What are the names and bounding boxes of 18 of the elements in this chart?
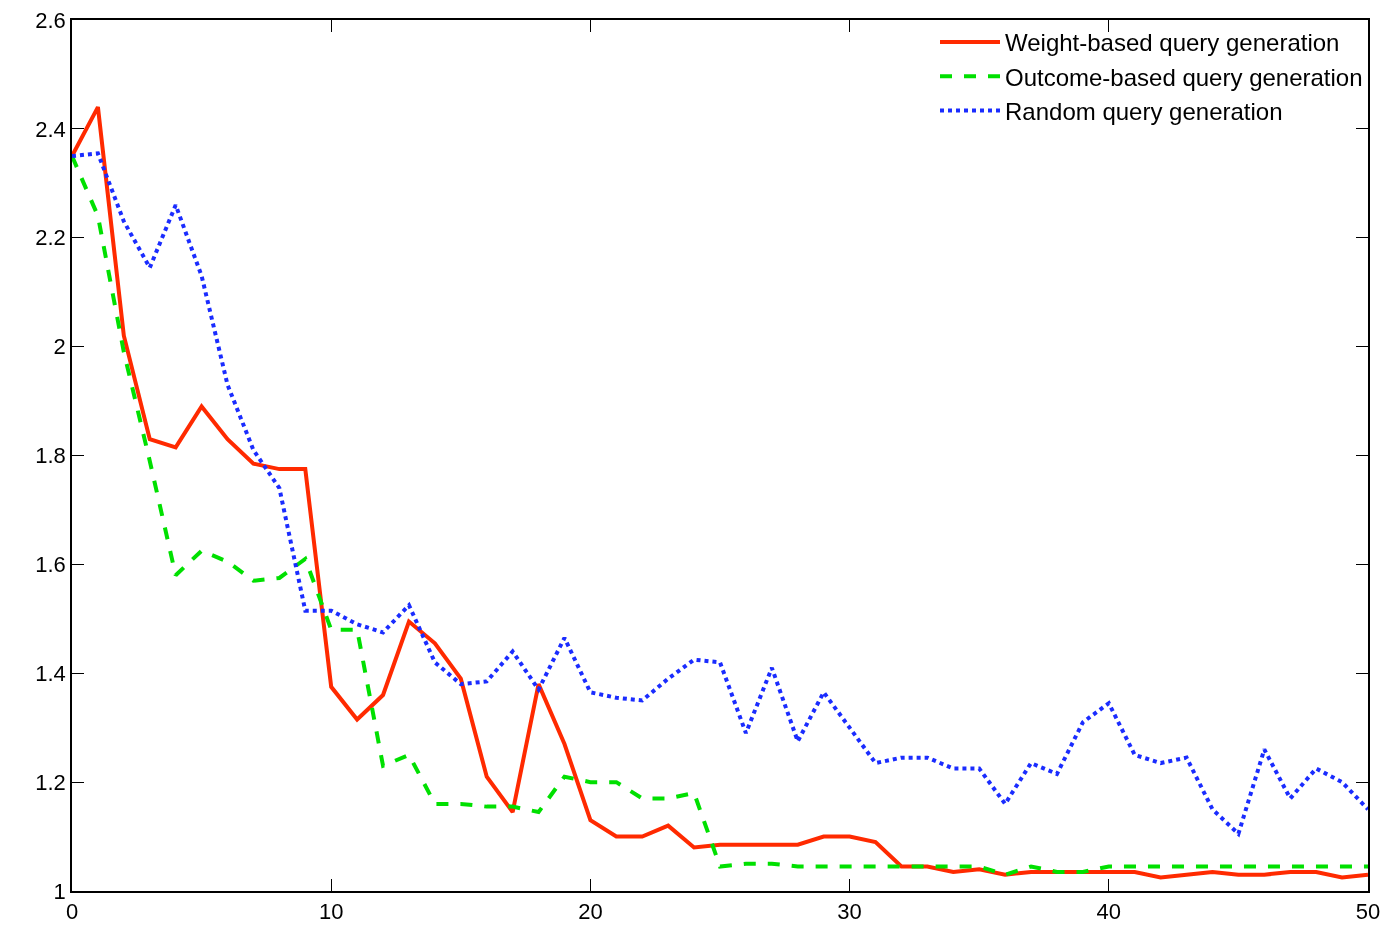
- legend-label: Outcome-based query generation: [1005, 63, 1363, 91]
- y-tick-label: 1.8: [35, 443, 66, 469]
- y-tick-label: 1.2: [35, 769, 66, 795]
- x-tick-label: 40: [1096, 899, 1122, 925]
- y-tick-label: 2.2: [35, 225, 66, 251]
- y-tick-label: 2.4: [35, 116, 66, 142]
- y-tick-label: 1: [53, 878, 66, 904]
- legend-label: Weight-based query generation: [1005, 29, 1340, 57]
- x-tick-label: 0: [65, 899, 79, 925]
- legend-label: Random query generation: [1005, 97, 1283, 125]
- x-tick-label: 50: [1355, 899, 1381, 925]
- x-tick-label: 30: [837, 899, 862, 925]
- y-tick-label: 1.6: [35, 552, 66, 578]
- y-tick-label: 2: [53, 334, 66, 360]
- x-tick-label: 20: [578, 899, 603, 925]
- y-tick-label: 1.4: [35, 660, 66, 686]
- x-tick-label: 10: [318, 899, 344, 925]
- y-tick-label: 2.6: [35, 7, 66, 33]
